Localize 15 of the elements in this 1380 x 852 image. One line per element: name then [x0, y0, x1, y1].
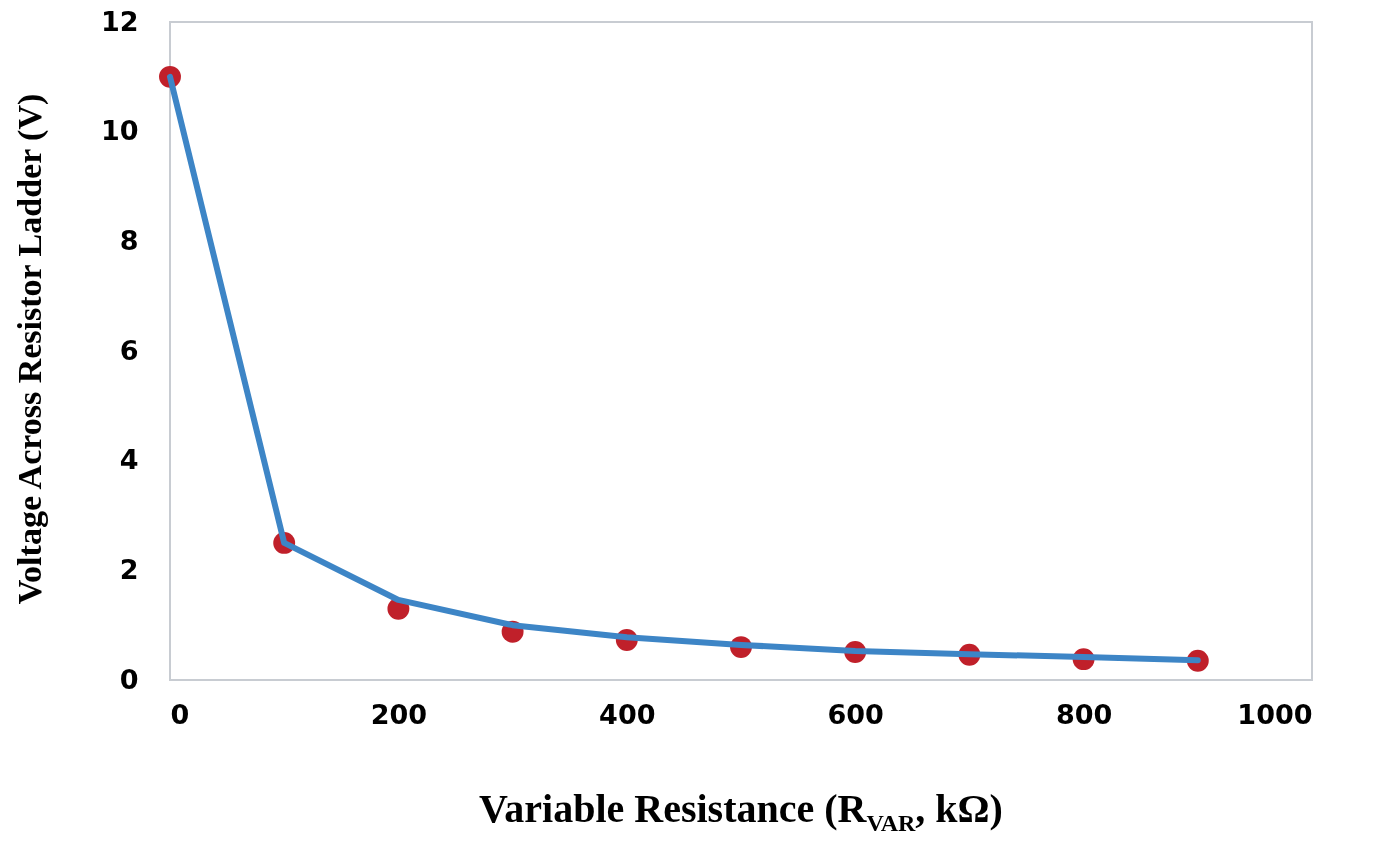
y-axis-title: Voltage Across Resistor Ladder (V) — [11, 92, 49, 607]
y-tick-label: 12 — [100, 5, 139, 37]
y-tick-label: 2 — [119, 553, 139, 585]
y-tick-label: 6 — [119, 334, 139, 366]
x-tick-label: 200 — [370, 698, 428, 730]
y-tick-label: 8 — [119, 224, 139, 256]
y-tick-label: 0 — [119, 663, 139, 695]
x-axis-title: Variable Resistance (R$_{VAR}$, kΩ) — [478, 785, 1004, 837]
x-tick-label: 1000 — [1237, 698, 1313, 730]
x-tick-label: 400 — [599, 698, 656, 730]
y-tick-label: 4 — [119, 444, 139, 476]
x-tick-label: 0 — [170, 698, 190, 730]
x-tick-label: 600 — [827, 698, 884, 730]
x-tick-label: 800 — [1055, 698, 1113, 730]
y-tick-label: 10 — [100, 115, 139, 147]
